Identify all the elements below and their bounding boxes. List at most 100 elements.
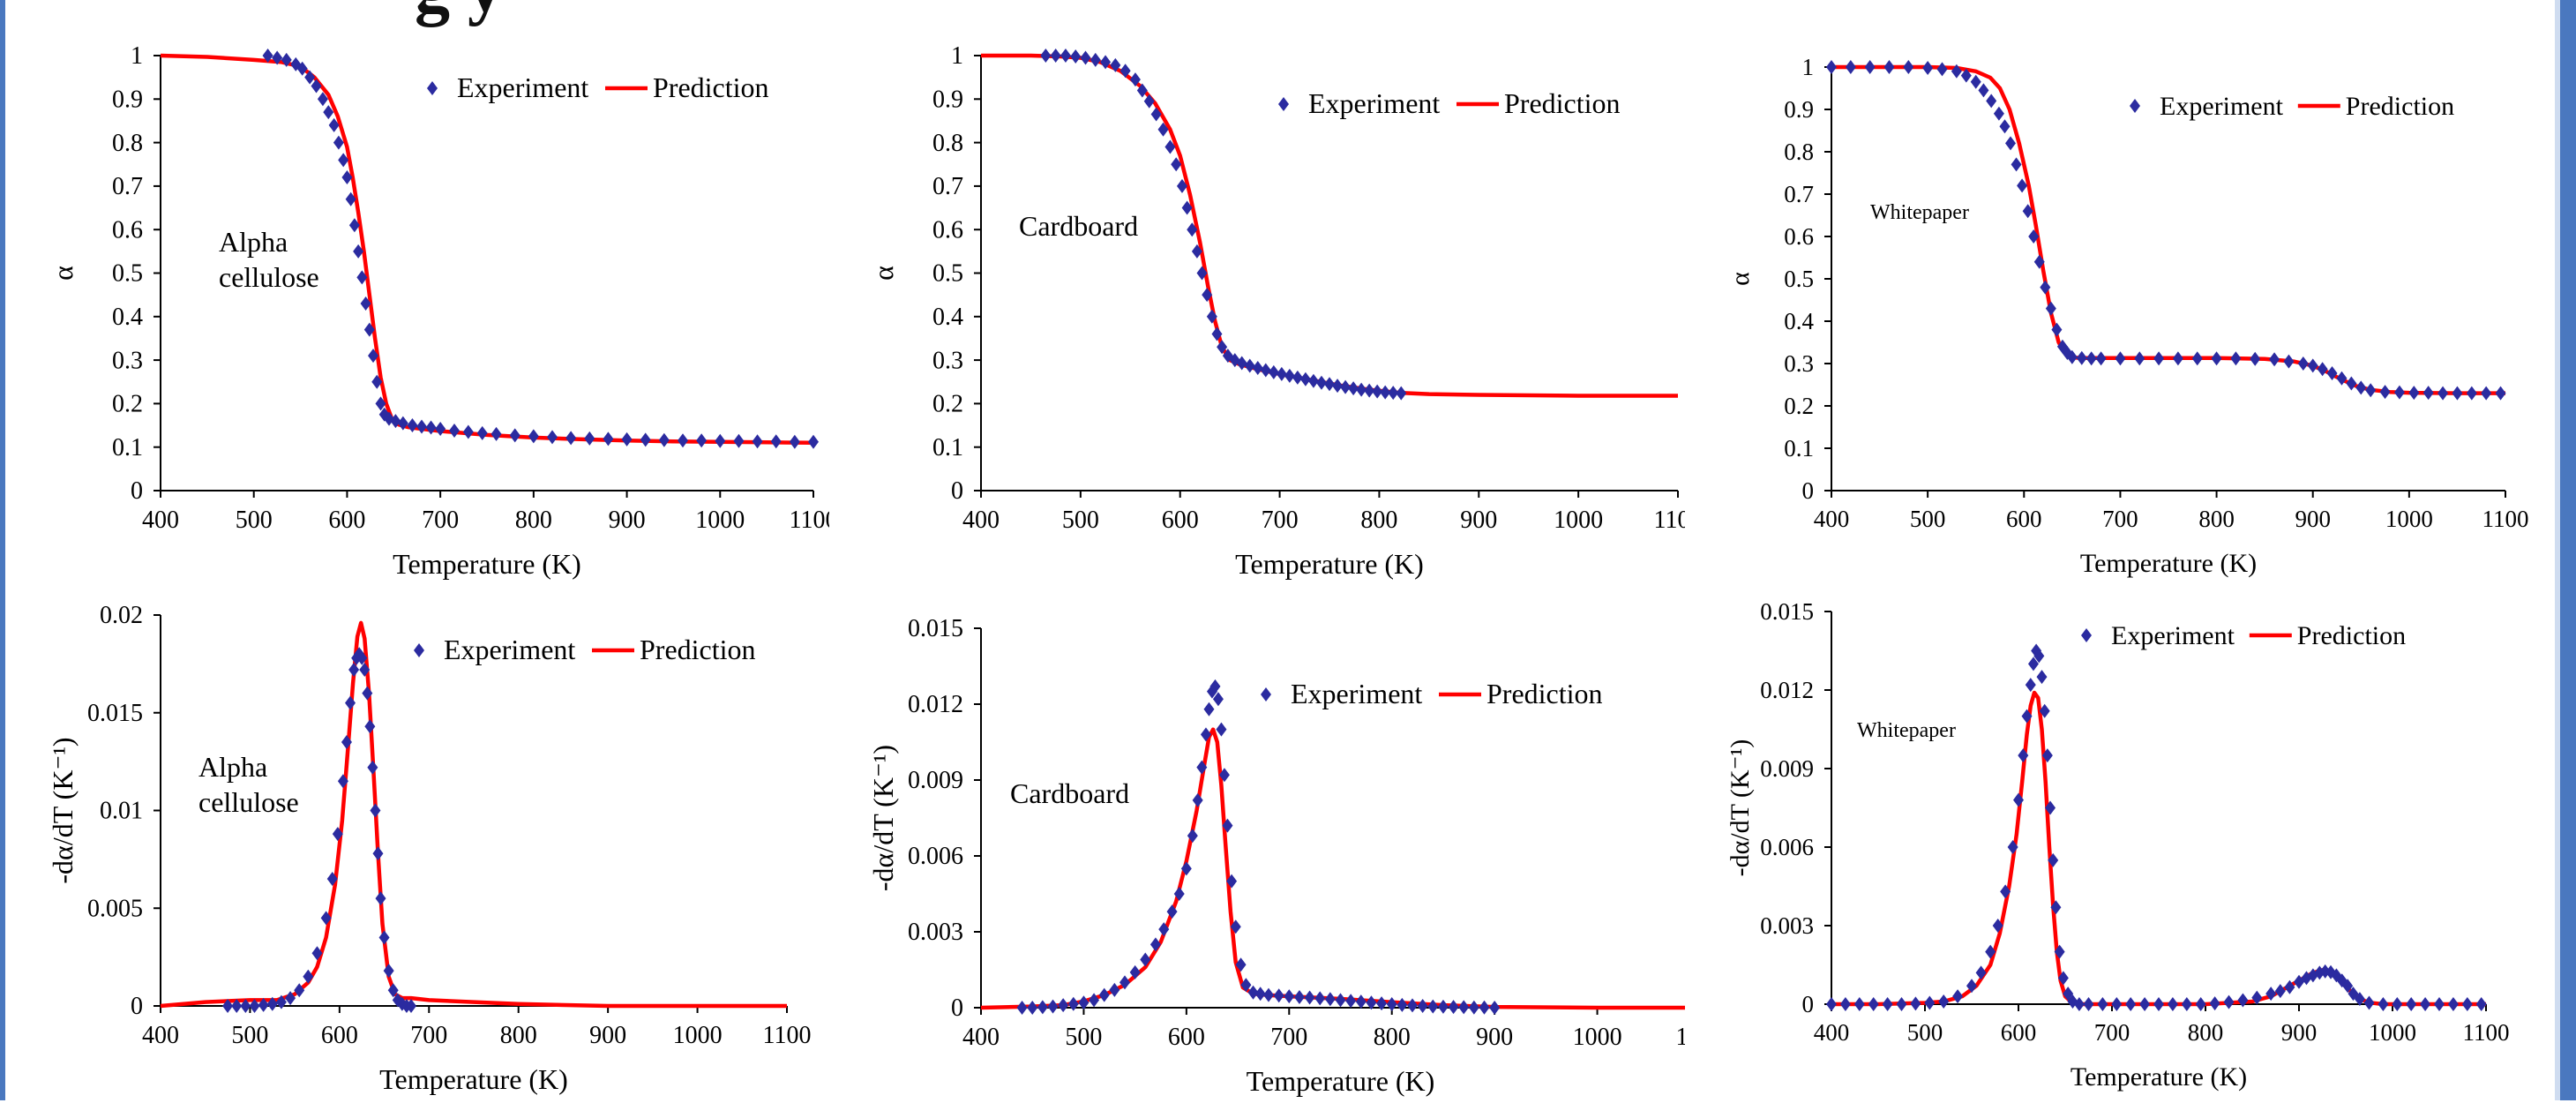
experiment-point bbox=[1938, 994, 1950, 1009]
x-tick-label: 1100 bbox=[763, 1022, 812, 1049]
experiment-point bbox=[2406, 997, 2417, 1011]
legend-prediction-label: Prediction bbox=[2297, 621, 2406, 650]
experiment-point bbox=[1839, 997, 1851, 1011]
experiment-point bbox=[1173, 887, 1185, 901]
experiment-point bbox=[1292, 370, 1303, 385]
x-tick-label: 1000 bbox=[673, 1022, 723, 1049]
experiment-point bbox=[1386, 996, 1397, 1011]
y-tick-label: 0.9 bbox=[932, 86, 963, 114]
experiment-point bbox=[2018, 748, 2029, 763]
chart-cardboard-dtg: 0 0.003 0.006 0.009 0.012 0.015 400 500 600 700 80… bbox=[838, 591, 1724, 1099]
experiment-point bbox=[272, 50, 283, 65]
x-tick-label: 900 bbox=[2295, 506, 2331, 532]
experiment-point bbox=[2437, 386, 2449, 401]
experiment-point bbox=[304, 70, 316, 85]
experiment-point bbox=[2031, 643, 2042, 658]
experiment-point bbox=[2051, 322, 2063, 337]
experiment-point bbox=[621, 431, 633, 446]
experiment-point bbox=[367, 760, 378, 775]
experiment-point bbox=[249, 999, 260, 1013]
experiment-point bbox=[1060, 49, 1071, 63]
experiment-point bbox=[1240, 978, 1252, 993]
experiment-point bbox=[275, 994, 287, 1009]
legend-experiment-label: Experiment bbox=[444, 634, 575, 665]
x-tick-label: 900 bbox=[1460, 506, 1497, 534]
experiment-point bbox=[490, 426, 502, 441]
experiment-point bbox=[2269, 352, 2280, 367]
experiment-point bbox=[1263, 987, 1274, 1002]
experiment-point bbox=[1222, 818, 1233, 833]
x-tick-label: 400 bbox=[962, 506, 1000, 534]
x-tick-label: 800 bbox=[1360, 506, 1397, 534]
x-tick-label: 1000 bbox=[1573, 1024, 1622, 1051]
y-tick-label: 0.6 bbox=[112, 216, 143, 244]
experiment-point bbox=[1247, 985, 1259, 1000]
experiment-point bbox=[390, 414, 401, 429]
experiment-point bbox=[337, 774, 348, 789]
experiment-point bbox=[1364, 383, 1375, 398]
y-tick-label: 0.8 bbox=[1784, 139, 1814, 165]
sample-annotation-line: Cardboard bbox=[1019, 210, 1138, 242]
x-tick-label: 1100 bbox=[1676, 1024, 1685, 1051]
sample-annotation-line: Alpha bbox=[198, 751, 267, 783]
experiment-point bbox=[375, 891, 386, 906]
experiment-point bbox=[1149, 937, 1161, 952]
experiment-point bbox=[368, 349, 379, 364]
experiment-point bbox=[2265, 987, 2277, 1002]
x-tick-label: 800 bbox=[515, 506, 552, 534]
experiment-point bbox=[640, 432, 651, 447]
experiment-point bbox=[2378, 997, 2389, 1011]
x-tick-label: 1000 bbox=[695, 506, 745, 534]
experiment-point bbox=[1070, 49, 1082, 64]
experiment-point bbox=[1192, 792, 1203, 807]
experiment-point bbox=[2013, 792, 2024, 807]
experiment-point bbox=[356, 650, 368, 665]
x-axis-label: Temperature (K) bbox=[1247, 1065, 1435, 1097]
experiment-point bbox=[1864, 60, 1876, 74]
sample-annotation-line: cellulose bbox=[219, 261, 319, 293]
x-tick-label: 1000 bbox=[2369, 1019, 2416, 1046]
experiment-point bbox=[462, 424, 474, 439]
experiment-point bbox=[341, 170, 353, 185]
experiment-point bbox=[2095, 351, 2107, 366]
x-tick-label: 1100 bbox=[2463, 1019, 2510, 1046]
experiment-point bbox=[1826, 997, 1837, 1011]
sample-annotation: Alpha cellulose bbox=[219, 226, 319, 293]
experiment-point bbox=[2317, 362, 2328, 377]
experiment-point bbox=[1307, 373, 1319, 388]
legend-experiment-marker bbox=[2130, 99, 2140, 113]
experiment-point bbox=[1293, 989, 1305, 1004]
experiment-point bbox=[1458, 1000, 1470, 1015]
experiment-point bbox=[2452, 386, 2463, 401]
x-tick-label: 700 bbox=[2094, 1019, 2130, 1046]
experiment-point bbox=[2209, 996, 2220, 1011]
experiment-point bbox=[1252, 360, 1263, 375]
experiment-point bbox=[1203, 702, 1215, 717]
experiment-point bbox=[2326, 366, 2338, 381]
sample-annotation-line: Whitepaper bbox=[1857, 719, 1956, 742]
experiment-point bbox=[1936, 62, 1948, 77]
experiment-point bbox=[406, 999, 416, 1013]
experiment-point bbox=[1903, 60, 1914, 74]
y-tick-label: 0.3 bbox=[1784, 350, 1814, 377]
experiment-point bbox=[258, 997, 269, 1012]
experiment-point bbox=[658, 432, 670, 447]
experiment-point bbox=[2028, 229, 2040, 244]
y-tick-label: 0.1 bbox=[1784, 435, 1814, 461]
experiment-point bbox=[2045, 301, 2056, 316]
experiment-point bbox=[2408, 386, 2420, 401]
experiment-point bbox=[2045, 800, 2056, 815]
legend-experiment-label: Experiment bbox=[1291, 678, 1422, 709]
experiment-point bbox=[1437, 999, 1449, 1014]
y-tick-label: 0.3 bbox=[932, 347, 963, 374]
y-tick-label: 0.7 bbox=[932, 173, 963, 200]
legend-prediction-label: Prediction bbox=[653, 71, 769, 103]
y-tick-label: 0.9 bbox=[112, 86, 143, 114]
experiment-point bbox=[2475, 997, 2487, 1011]
experiment-point bbox=[396, 996, 408, 1011]
experiment-point bbox=[1356, 382, 1367, 397]
experiment-point bbox=[1380, 385, 1391, 400]
experiment-point bbox=[2050, 900, 2062, 915]
experiment-point bbox=[1158, 922, 1170, 937]
y-tick-label: 0.4 bbox=[1784, 308, 1814, 334]
